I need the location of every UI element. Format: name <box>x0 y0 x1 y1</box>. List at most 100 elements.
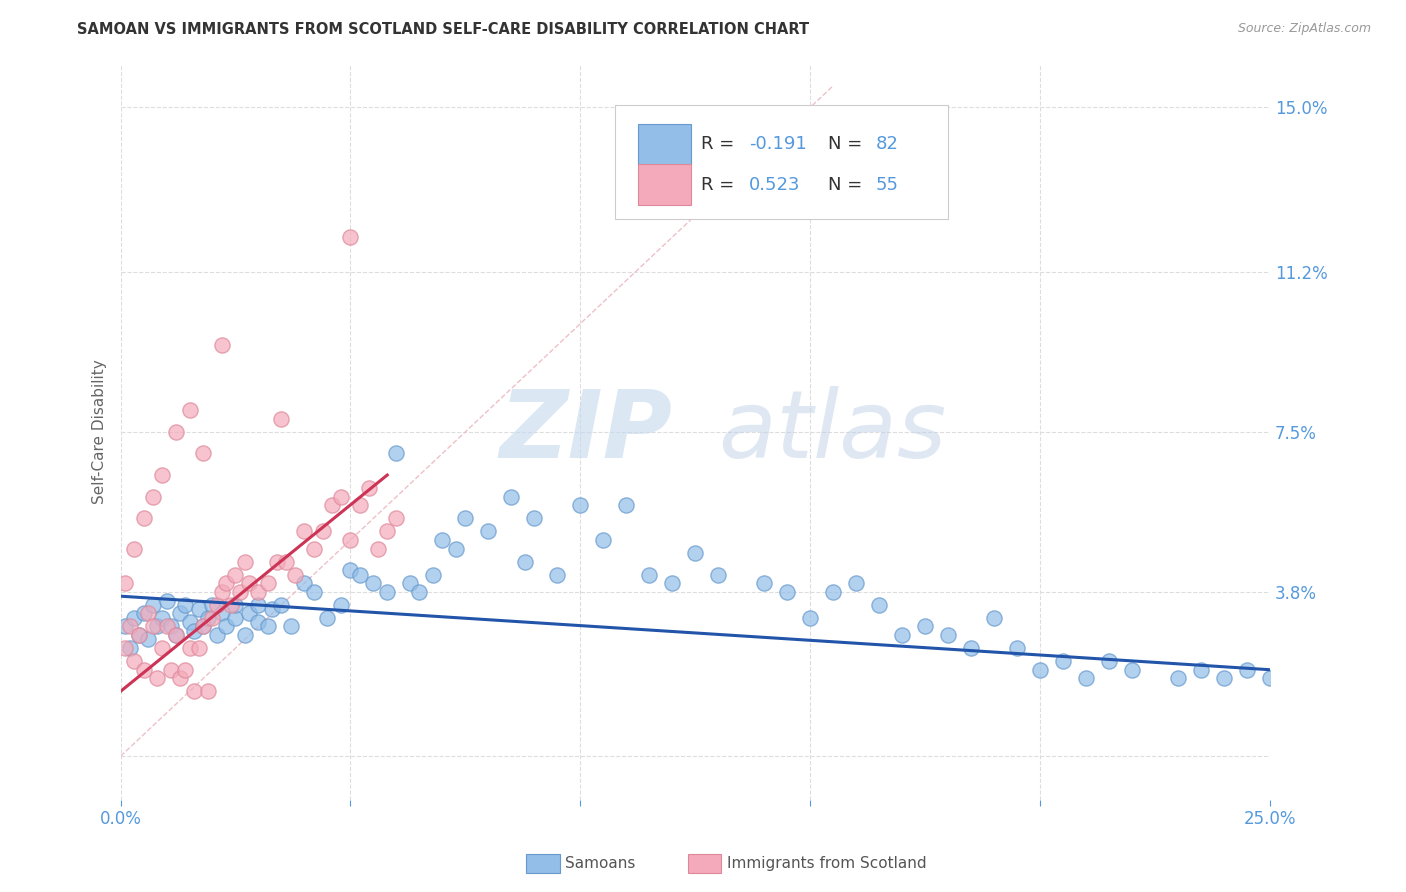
Point <box>477 524 499 539</box>
Point <box>302 541 325 556</box>
Point <box>247 585 270 599</box>
Point <box>233 628 256 642</box>
Point <box>128 628 150 642</box>
Point <box>193 446 215 460</box>
Point <box>256 619 278 633</box>
Text: -0.191: -0.191 <box>749 136 807 153</box>
Point <box>408 585 430 599</box>
Point <box>1076 672 1098 686</box>
Point <box>1029 663 1052 677</box>
Point <box>201 598 224 612</box>
Point <box>661 576 683 591</box>
Point <box>330 490 353 504</box>
Point <box>224 567 246 582</box>
Point <box>197 611 219 625</box>
Text: atlas: atlas <box>718 386 946 477</box>
Point <box>179 403 201 417</box>
Point <box>160 619 183 633</box>
Text: Samoans: Samoans <box>565 856 636 871</box>
Point <box>349 499 371 513</box>
Point <box>385 446 408 460</box>
Point <box>160 663 183 677</box>
Point <box>197 684 219 698</box>
Point <box>614 499 637 513</box>
Point <box>205 598 228 612</box>
Point <box>124 654 146 668</box>
Point <box>165 425 187 439</box>
Point <box>845 576 868 591</box>
Text: R =: R = <box>702 136 740 153</box>
Point <box>124 541 146 556</box>
Point <box>183 684 205 698</box>
Point <box>136 607 159 621</box>
Point <box>357 481 380 495</box>
Point <box>146 672 169 686</box>
Point <box>823 585 845 599</box>
Point <box>638 567 661 582</box>
Point <box>114 641 136 656</box>
Point <box>233 555 256 569</box>
Point <box>118 641 141 656</box>
Point <box>155 619 177 633</box>
Point <box>142 619 165 633</box>
Point <box>165 628 187 642</box>
Point <box>270 412 292 426</box>
Y-axis label: Self-Care Disability: Self-Care Disability <box>93 359 107 504</box>
Point <box>124 611 146 625</box>
Point <box>132 607 155 621</box>
Point <box>868 598 890 612</box>
Point <box>312 524 335 539</box>
Point <box>211 338 233 352</box>
Point <box>294 524 316 539</box>
Point <box>142 490 165 504</box>
Point <box>211 585 233 599</box>
Text: SAMOAN VS IMMIGRANTS FROM SCOTLAND SELF-CARE DISABILITY CORRELATION CHART: SAMOAN VS IMMIGRANTS FROM SCOTLAND SELF-… <box>77 22 810 37</box>
Text: Immigrants from Scotland: Immigrants from Scotland <box>727 856 927 871</box>
Point <box>224 598 246 612</box>
Point <box>339 563 361 577</box>
Point <box>266 555 288 569</box>
Point <box>165 628 187 642</box>
Point <box>399 576 422 591</box>
Point <box>247 598 270 612</box>
Point <box>118 619 141 633</box>
Point <box>179 641 201 656</box>
Point <box>569 499 592 513</box>
Point <box>339 230 361 244</box>
Point <box>256 576 278 591</box>
Point <box>754 576 776 591</box>
Point <box>205 628 228 642</box>
Point <box>1236 663 1258 677</box>
Text: R =: R = <box>702 176 740 194</box>
Point <box>193 619 215 633</box>
Point <box>211 607 233 621</box>
Text: 0.523: 0.523 <box>749 176 801 194</box>
Point <box>229 585 252 599</box>
Point <box>174 598 197 612</box>
Point <box>284 567 307 582</box>
Point <box>224 611 246 625</box>
Text: N =: N = <box>828 176 868 194</box>
Point <box>187 641 209 656</box>
Point <box>432 533 454 547</box>
Text: Source: ZipAtlas.com: Source: ZipAtlas.com <box>1237 22 1371 36</box>
Point <box>1098 654 1121 668</box>
Point <box>501 490 523 504</box>
FancyBboxPatch shape <box>638 124 690 165</box>
Point <box>454 511 477 525</box>
Point <box>187 602 209 616</box>
Point <box>776 585 799 599</box>
Point <box>1167 672 1189 686</box>
Point <box>960 641 983 656</box>
Point <box>136 632 159 647</box>
Point <box>339 533 361 547</box>
FancyBboxPatch shape <box>614 104 948 219</box>
Point <box>262 602 284 616</box>
Point <box>1189 663 1212 677</box>
Text: ZIP: ZIP <box>499 386 672 478</box>
Point <box>142 598 165 612</box>
Point <box>274 555 297 569</box>
Point <box>367 541 389 556</box>
Point <box>914 619 936 633</box>
Text: N =: N = <box>828 136 868 153</box>
